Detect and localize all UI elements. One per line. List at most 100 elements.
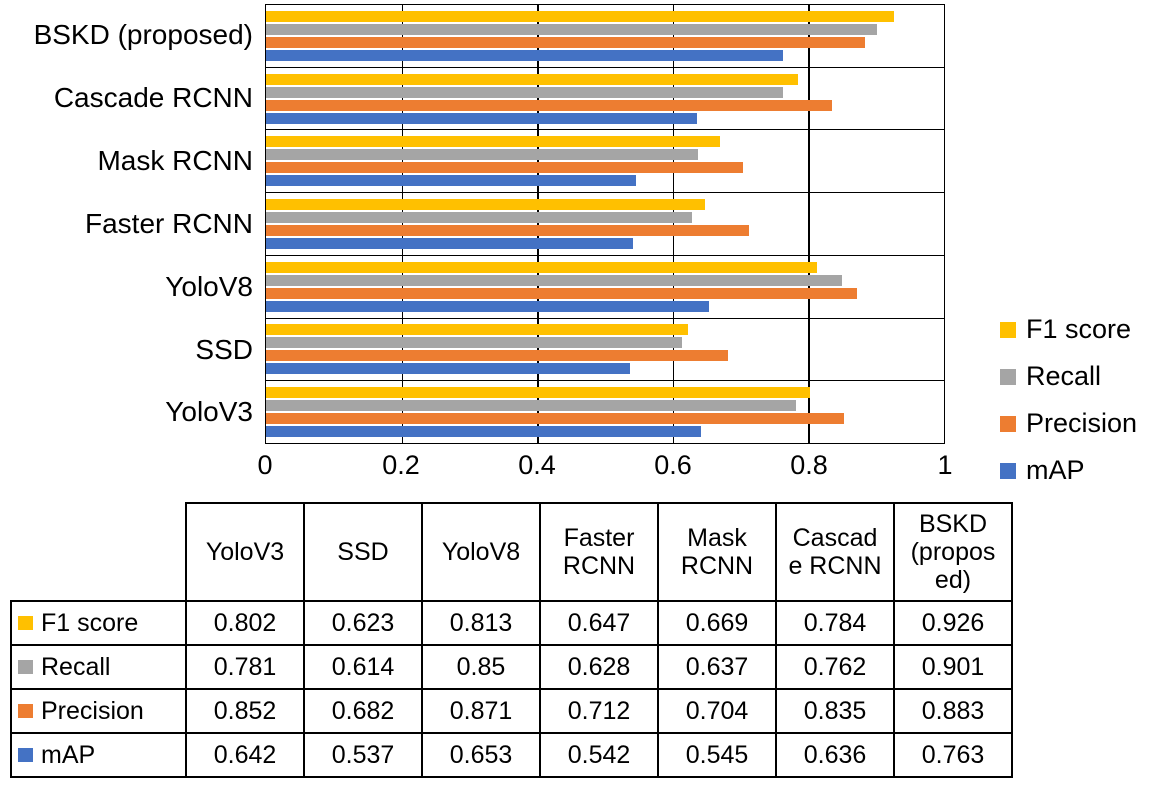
table-value-cell: 0.669 xyxy=(657,600,777,646)
category-band xyxy=(266,319,944,382)
y-axis-category-label: Mask RCNN xyxy=(97,145,253,177)
table-row: Recall 0.781 0.614 0.85 0.628 0.637 0.762 0.901 xyxy=(10,644,1013,690)
table-value-cell: 0.712 xyxy=(539,688,659,734)
bar-map xyxy=(266,112,698,124)
table-value-cell: 0.704 xyxy=(657,688,777,734)
table-value-cell: 0.653 xyxy=(421,732,541,778)
table-value-cell: 0.835 xyxy=(775,688,895,734)
x-axis-tick-label: 0.6 xyxy=(654,450,692,480)
row-label-inner: Precision xyxy=(18,697,181,726)
y-axis-category-label: Cascade RCNN xyxy=(53,82,253,114)
table-value-cell: 0.883 xyxy=(893,688,1013,734)
x-axis-tick-label: 0.2 xyxy=(382,450,420,480)
table-value-cell: 0.642 xyxy=(185,732,305,778)
bar-map xyxy=(266,238,634,250)
bar-recall xyxy=(266,337,683,349)
legend-color-swatch xyxy=(1000,415,1016,432)
bar-f1-score xyxy=(266,324,689,336)
bar-f1-score xyxy=(266,199,705,211)
category-band xyxy=(266,130,944,194)
bar-map xyxy=(266,426,702,438)
series-name: mAP xyxy=(41,740,96,769)
table-row: Precision 0.852 0.682 0.871 0.712 0.704 0.835 0… xyxy=(10,688,1013,734)
table-header: YoloV3 SSD YoloV8 Faster RCNN Mask RCNN Casca… xyxy=(11,502,1013,602)
category-band xyxy=(266,193,944,256)
table-value-cell: 0.802 xyxy=(185,600,305,646)
bar-recall xyxy=(266,86,783,98)
y-axis-category-label: YoloV8 xyxy=(165,270,253,302)
table-value-cell: 0.637 xyxy=(657,644,777,690)
table-row-header: F1 score xyxy=(10,600,187,646)
table-value-cell: 0.537 xyxy=(303,732,423,778)
y-axis-category-label: SSD xyxy=(195,333,253,365)
table-value-cell: 0.926 xyxy=(893,600,1013,646)
bar-recall xyxy=(266,23,877,35)
row-label-inner: F1 score xyxy=(18,609,181,638)
y-axis-category-label: YoloV3 xyxy=(165,396,253,428)
table-value-cell: 0.85 xyxy=(421,644,541,690)
table-row-header: Recall xyxy=(10,644,187,690)
table-value-cell: 0.763 xyxy=(893,732,1013,778)
legend-color-swatch xyxy=(1000,321,1016,338)
bar-recall xyxy=(266,400,796,412)
bar-precision xyxy=(266,413,844,425)
x-axis-tick-labels: 0 0.2 0.4 0.6 0.8 1 xyxy=(257,450,952,486)
table-value-cell: 0.542 xyxy=(539,732,659,778)
table-value-cell: 0.628 xyxy=(539,644,659,690)
legend-label: mAP xyxy=(1026,455,1085,485)
table-value-cell: 0.784 xyxy=(775,600,895,646)
table-column-header: BSKD (proposed) xyxy=(893,502,1013,602)
bar-f1-score xyxy=(266,73,798,85)
series-color-swatch xyxy=(18,748,33,762)
bar-precision xyxy=(266,287,857,299)
table-column-header: Faster RCNN xyxy=(539,502,659,602)
series-color-swatch xyxy=(18,660,33,674)
table-value-cell: 0.813 xyxy=(421,600,541,646)
bar-map xyxy=(266,363,631,375)
table-body: F1 score 0.802 0.623 0.813 0.647 0.669 0.784 0.… xyxy=(10,600,1013,778)
y-axis-category-label: BSKD (proposed) xyxy=(33,19,253,51)
vertical-gridline xyxy=(401,5,404,443)
series-color-swatch xyxy=(18,704,33,718)
x-axis-tick-label: 0.8 xyxy=(790,450,828,480)
bar-recall xyxy=(266,212,692,224)
table-column-header: YoloV8 xyxy=(421,502,541,602)
table-row-header: mAP xyxy=(10,732,187,778)
category-band xyxy=(266,256,944,319)
row-label-inner: mAP xyxy=(18,741,181,770)
table-column-header: Mask RCNN xyxy=(657,502,777,602)
bar-precision xyxy=(266,99,833,111)
table-column-header: Cascade RCNN xyxy=(775,502,895,602)
category-band xyxy=(266,381,944,443)
legend-label: F1 score xyxy=(1026,314,1132,344)
table-value-cell: 0.545 xyxy=(657,732,777,778)
bar-recall xyxy=(266,149,698,161)
legend-item: mAP xyxy=(1000,447,1150,494)
bar-f1-score xyxy=(266,261,818,273)
metrics-table: YoloV3 SSD YoloV8 Faster RCNN Mask RCNN Casca… xyxy=(10,502,1013,778)
x-axis-tick-label: 1 xyxy=(937,450,953,480)
table-row: F1 score 0.802 0.623 0.813 0.647 0.669 0.784 0.… xyxy=(10,600,1013,646)
legend-label: Precision xyxy=(1026,408,1138,438)
bar-f1-score xyxy=(266,387,810,399)
bar-map xyxy=(266,300,709,312)
bar-f1-score xyxy=(266,136,720,148)
legend-label: Recall xyxy=(1026,361,1102,391)
table-row: mAP 0.642 0.537 0.653 0.542 0.545 0.636 0.763 xyxy=(10,732,1013,778)
table-value-cell: 0.614 xyxy=(303,644,423,690)
table-value-cell: 0.901 xyxy=(893,644,1013,690)
legend-item: Recall xyxy=(1000,353,1150,400)
plot-area xyxy=(265,4,945,444)
category-band xyxy=(266,5,944,68)
x-axis-tick-label: 0.4 xyxy=(518,450,556,480)
series-color-swatch xyxy=(18,616,33,630)
bar-f1-score xyxy=(266,10,894,22)
table-column-header: YoloV3 xyxy=(185,502,305,602)
row-label-inner: Recall xyxy=(18,653,181,682)
bar-map xyxy=(266,49,784,61)
table-value-cell: 0.682 xyxy=(303,688,423,734)
category-band xyxy=(266,68,944,131)
chart-legend: F1 score Recall Precision mAP xyxy=(1000,306,1150,494)
bar-recall xyxy=(266,274,843,286)
